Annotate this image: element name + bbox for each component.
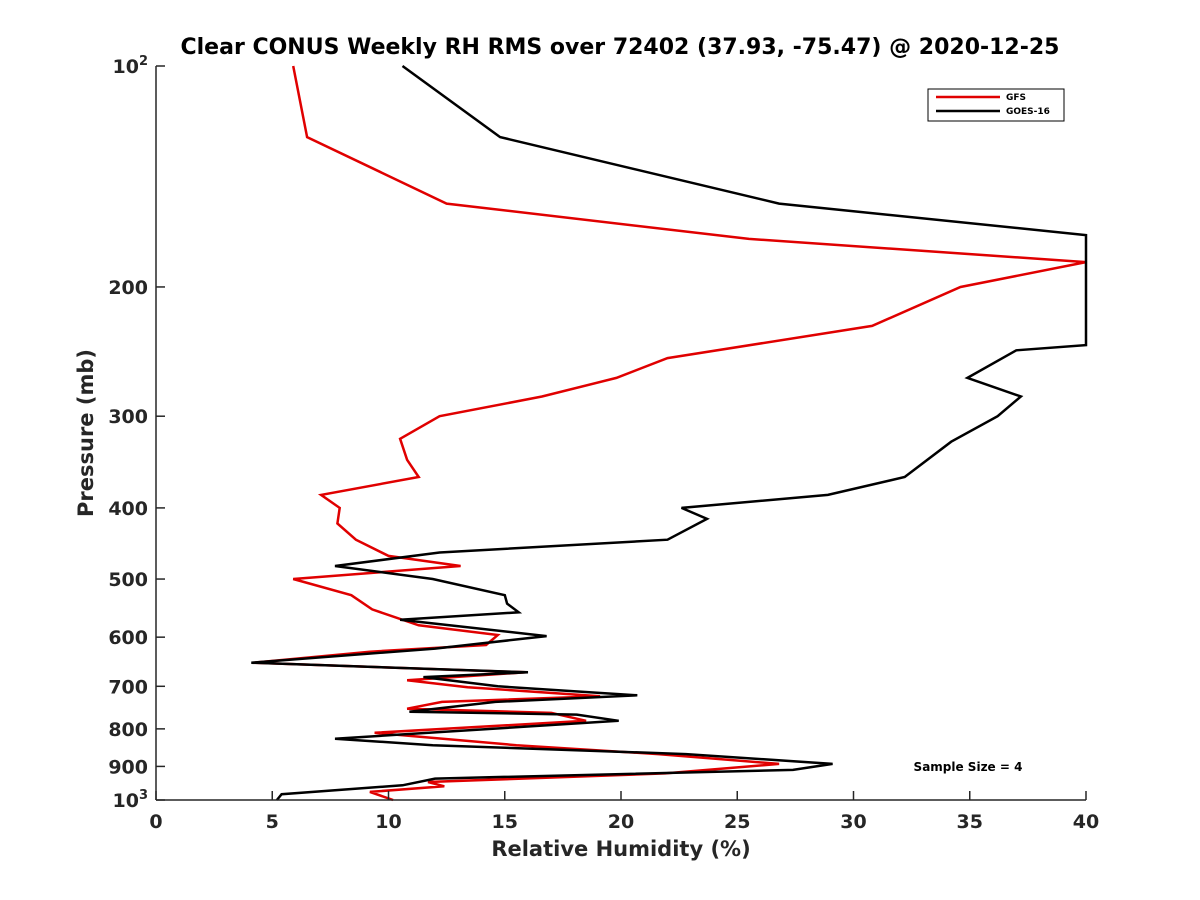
x-tick-label: 15 — [492, 811, 518, 833]
y-tick-label: 200 — [108, 277, 148, 299]
y-tick-label: 103 — [113, 788, 149, 812]
chart-title: Clear CONUS Weekly RH RMS over 72402 (37… — [181, 35, 1060, 60]
sample-size-annotation: Sample Size = 4 — [914, 760, 1023, 774]
series-layer — [251, 64, 1088, 802]
y-tick-label: 600 — [108, 627, 148, 649]
x-axis-title: Relative Humidity (%) — [491, 837, 750, 861]
x-tick-label: 35 — [957, 811, 983, 833]
plot-area — [156, 66, 1086, 800]
x-tick-label: 10 — [375, 811, 401, 833]
y-tick-label: 300 — [108, 406, 148, 428]
y-tick-label: 700 — [108, 676, 148, 698]
y-axis-ticks: 102 200 300 400 500 600 700 800 900 103 — [108, 54, 165, 812]
x-tick-label: 20 — [608, 811, 634, 833]
y-tick-label: 500 — [108, 569, 148, 591]
x-tick-label: 0 — [149, 811, 162, 833]
y-tick-label: 800 — [108, 719, 148, 741]
legend: GFS GOES-16 — [927, 88, 1065, 122]
legend-label-goes16: GOES-16 — [1006, 107, 1050, 117]
y-tick-label: 102 — [113, 54, 149, 78]
y-tick-label: 900 — [108, 756, 148, 778]
x-axis-ticks: 0 5 10 15 20 25 30 35 40 — [149, 791, 1099, 833]
y-axis-title: Pressure (mb) — [74, 349, 98, 517]
series-line-gfs — [253, 65, 1087, 802]
x-tick-label: 30 — [840, 811, 866, 833]
x-tick-label: 25 — [724, 811, 750, 833]
y-tick-label: 400 — [108, 498, 148, 520]
series-line-goes16 — [251, 64, 1088, 801]
legend-box — [927, 88, 1065, 122]
legend-label-gfs: GFS — [1006, 93, 1026, 103]
x-tick-label: 40 — [1073, 811, 1099, 833]
x-tick-label: 5 — [266, 811, 279, 833]
